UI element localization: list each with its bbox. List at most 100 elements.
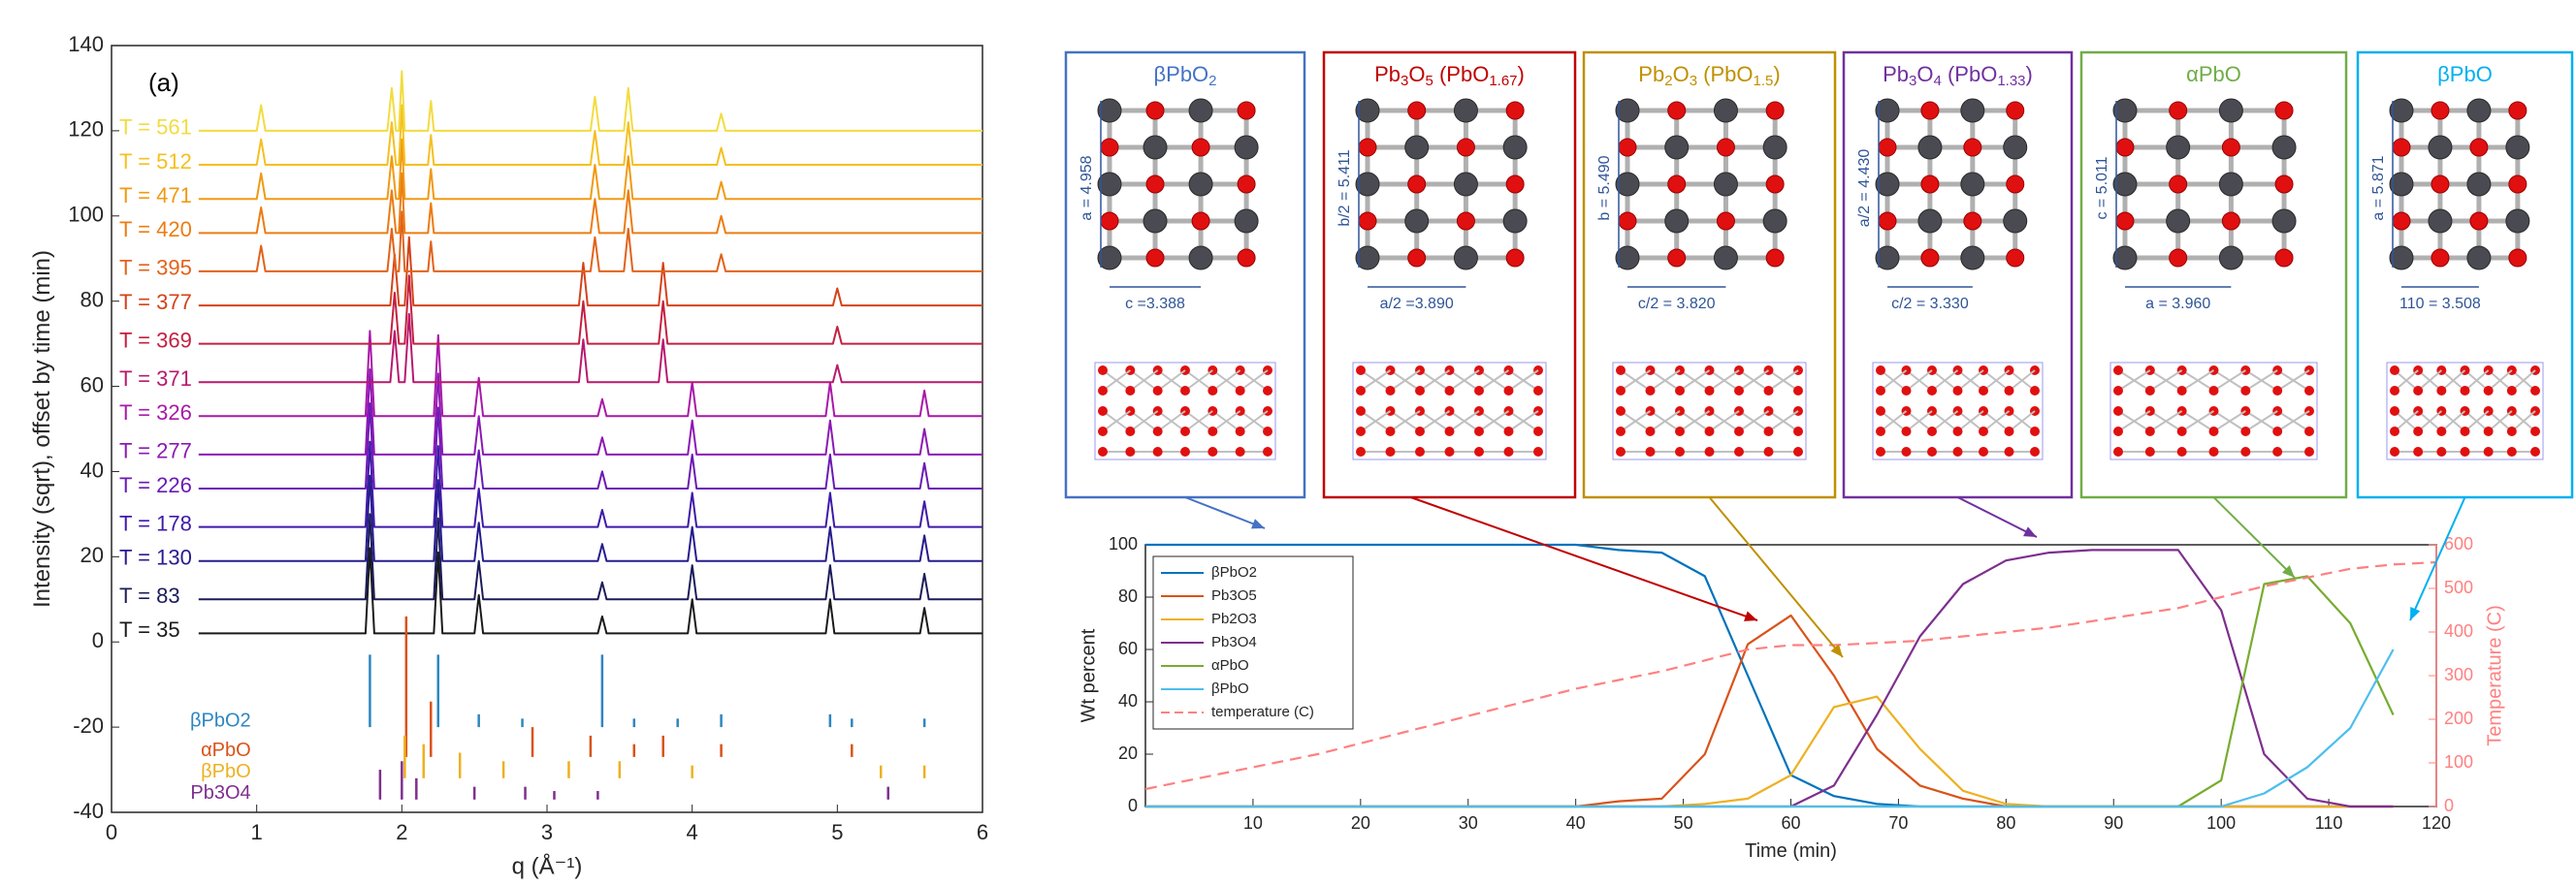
o-atom [1125, 447, 1135, 457]
y-tick-label: 0 [92, 628, 104, 652]
o-atom [1979, 386, 1988, 396]
pb-atom [1405, 209, 1429, 233]
o-atom [1619, 212, 1636, 230]
dimension-label: c = 5.011 [2094, 156, 2110, 219]
series-label: T = 377 [119, 290, 192, 314]
o-atom [2113, 406, 2123, 416]
o-atom [1359, 139, 1376, 156]
panel-title-part: (PbO [1433, 62, 1489, 86]
pb-atom [1714, 99, 1737, 122]
pb-atom [2506, 136, 2529, 159]
o-atom [2390, 386, 2399, 396]
o-atom [2393, 139, 2410, 156]
o-atom [2275, 249, 2293, 267]
panel-title-part: 4 [1934, 73, 1942, 89]
reference-label: αPbO [201, 740, 251, 761]
panel-title-part: βPbO [1153, 62, 1208, 86]
reference-label: βPbO [201, 761, 251, 782]
panel-title-part: βPbO [2437, 62, 2493, 86]
y-tick-label: 40 [1118, 691, 1138, 711]
o-atom [2461, 427, 2470, 436]
series-label: T = 226 [119, 473, 192, 497]
panel-title-part: αPbO [2186, 62, 2241, 86]
o-atom [2509, 249, 2527, 267]
dimension-label: a = 5.871 [2370, 155, 2387, 220]
o-atom [1979, 427, 1988, 436]
o-atom [1879, 139, 1896, 156]
o-atom [2390, 365, 2399, 375]
panel-title: βPbO2 [1153, 62, 1216, 89]
o-atom [1208, 427, 1217, 436]
x-tick-label: 90 [2104, 813, 2123, 833]
o-atom [1101, 139, 1118, 156]
o-atom [1146, 102, 1164, 119]
pb-atom [1918, 209, 1942, 233]
x-tick-label: 30 [1459, 813, 1478, 833]
o-atom [1646, 447, 1656, 457]
y-tick-label: 40 [80, 458, 104, 482]
o-atom [1445, 447, 1455, 457]
o-atom [2461, 447, 2470, 457]
o-atom [1902, 447, 1912, 457]
o-atom [1263, 447, 1272, 457]
o-atom [1764, 447, 1774, 457]
panel-label: (a) [148, 68, 179, 97]
o-atom [2177, 447, 2187, 457]
pb-atom [2167, 209, 2190, 233]
o-atom [1705, 447, 1715, 457]
o-atom [1101, 212, 1118, 230]
panel-title-part: 3 [1690, 73, 1697, 89]
o-atom [1717, 212, 1734, 230]
panel-title-part: (PbO [1942, 62, 1997, 86]
o-atom [2272, 427, 2282, 436]
x-tick-label: 5 [831, 820, 843, 844]
dimension-label: a/2 =3.890 [1380, 296, 1454, 312]
x-tick-label: 80 [1996, 813, 2015, 833]
o-atom [1506, 175, 1524, 193]
o-atom [1504, 427, 1514, 436]
o-atom [1921, 175, 1939, 193]
o-atom [1445, 427, 1455, 436]
o-atom [1668, 249, 1686, 267]
o-atom [2240, 427, 2250, 436]
o-atom [1408, 249, 1426, 267]
o-atom [2530, 447, 2540, 457]
o-atom [2470, 139, 2488, 156]
o-atom [1408, 102, 1426, 119]
y2-axis-label: Temperature (C) [2484, 605, 2505, 746]
y2-tick-label: 0 [2444, 796, 2454, 815]
y2-tick-label: 600 [2444, 534, 2473, 554]
o-atom [2507, 427, 2517, 436]
o-atom [1793, 386, 1803, 396]
pb-atom [1714, 246, 1737, 269]
o-atom [1766, 249, 1784, 267]
dimension-label: c/2 = 3.820 [1638, 296, 1716, 312]
panel-title-part: 1.5 [1754, 73, 1774, 89]
o-atom [1616, 447, 1626, 457]
o-atom [1964, 139, 1981, 156]
x-axis-label: q (Å⁻¹) [512, 853, 583, 880]
o-atom [2177, 386, 2187, 396]
o-atom [1208, 386, 1217, 396]
o-atom [1876, 447, 1885, 457]
o-atom [1675, 427, 1685, 436]
o-atom [1953, 427, 1963, 436]
o-atom [1921, 102, 1939, 119]
o-atom [1359, 212, 1376, 230]
panel-title-part: 1.33 [1997, 73, 2025, 89]
panel-title-part: ) [1773, 62, 1780, 86]
series-label: T = 420 [119, 217, 192, 241]
o-atom [1356, 386, 1366, 396]
o-atom [1616, 427, 1626, 436]
pb-atom [1961, 246, 1984, 269]
y-tick-label: 60 [1118, 639, 1138, 658]
o-atom [1192, 212, 1209, 230]
panel-title: βPbO [2437, 62, 2493, 86]
o-atom [2030, 386, 2040, 396]
y-axis-label: Wt percent [1079, 628, 1100, 722]
series-label: T = 83 [119, 584, 180, 608]
pb-atom [2004, 136, 2027, 159]
pb-atom [1235, 209, 1258, 233]
panel-title-part: 5 [1426, 73, 1433, 89]
o-atom [2007, 249, 2024, 267]
